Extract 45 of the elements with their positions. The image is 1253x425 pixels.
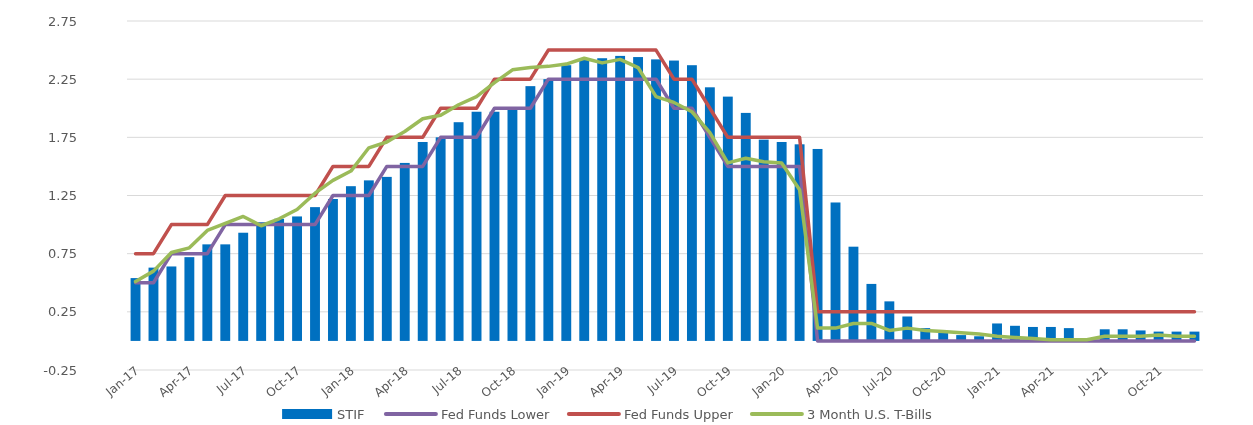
bar [453,122,464,341]
bar [615,55,626,341]
bar [184,257,195,341]
bar [597,58,608,341]
y-tick-label: 2.25 [48,71,77,87]
bar [274,218,285,341]
bar [292,216,302,341]
bar [256,222,267,341]
bar [669,60,679,341]
bar [776,141,787,341]
bar [651,59,661,341]
bar [310,207,320,341]
bar [525,86,536,341]
bar [381,176,392,341]
bar [507,109,518,341]
bar [399,162,410,341]
y-tick-label: 0.25 [48,304,77,320]
bar [579,59,590,341]
legend-label: STIF [337,406,365,422]
y-tick-label: 1.25 [48,188,77,204]
legend-label: Fed Funds Upper [623,406,734,422]
legend-label: Fed Funds Lower [440,406,551,422]
bar [722,96,733,341]
legend-label: 3 Month U.S. T-Bills [806,406,933,422]
bar [435,137,446,341]
bar [686,65,697,341]
bar [220,244,231,341]
bar [328,198,338,341]
bar [417,141,428,341]
y-tick-label: 0.75 [48,246,77,262]
y-tick-label: 2.75 [48,13,77,29]
bar [740,112,751,341]
y-tick-label: 1.75 [48,129,77,145]
bar [543,79,554,341]
bar [166,266,177,341]
bar [202,244,213,341]
bar [758,139,769,341]
bar [238,232,249,341]
bar [633,57,644,341]
bar [489,111,500,341]
bar [345,186,356,341]
y-tick-label: -0.25 [43,362,77,378]
bar [704,87,715,341]
bar [363,180,374,341]
bar [561,65,572,341]
